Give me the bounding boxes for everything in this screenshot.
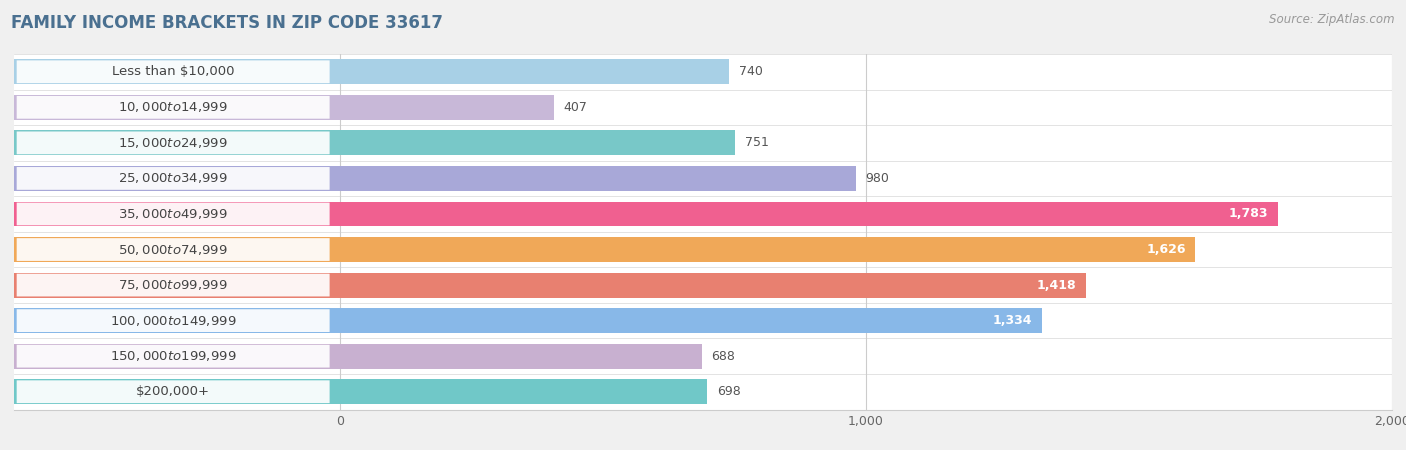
Text: $75,000 to $99,999: $75,000 to $99,999 — [118, 278, 228, 292]
Bar — [14, 54, 1392, 90]
FancyBboxPatch shape — [17, 167, 329, 190]
Bar — [14, 344, 340, 369]
Bar — [14, 374, 1392, 410]
Text: $35,000 to $49,999: $35,000 to $49,999 — [118, 207, 228, 221]
Text: $200,000+: $200,000+ — [136, 385, 209, 398]
Bar — [340, 202, 1278, 226]
Text: FAMILY INCOME BRACKETS IN ZIP CODE 33617: FAMILY INCOME BRACKETS IN ZIP CODE 33617 — [11, 14, 443, 32]
Text: 407: 407 — [564, 101, 588, 114]
Bar — [14, 308, 340, 333]
Bar — [340, 59, 730, 84]
Text: $150,000 to $199,999: $150,000 to $199,999 — [110, 349, 236, 363]
FancyBboxPatch shape — [17, 202, 329, 225]
Text: $15,000 to $24,999: $15,000 to $24,999 — [118, 136, 228, 150]
Text: 1,418: 1,418 — [1036, 279, 1077, 292]
Bar — [14, 303, 1392, 338]
FancyBboxPatch shape — [17, 60, 329, 83]
Text: Less than $10,000: Less than $10,000 — [112, 65, 235, 78]
Text: $100,000 to $149,999: $100,000 to $149,999 — [110, 314, 236, 328]
Bar — [14, 95, 340, 120]
Bar — [14, 273, 340, 297]
FancyBboxPatch shape — [17, 238, 329, 261]
Bar — [14, 59, 340, 84]
Bar — [14, 232, 1392, 267]
Bar — [14, 267, 1392, 303]
Bar — [14, 90, 1392, 125]
Bar — [14, 125, 1392, 161]
FancyBboxPatch shape — [17, 345, 329, 368]
Bar — [14, 237, 340, 262]
Bar — [14, 379, 340, 404]
Bar — [340, 130, 735, 155]
Text: $10,000 to $14,999: $10,000 to $14,999 — [118, 100, 228, 114]
Bar — [14, 130, 340, 155]
Bar — [14, 166, 340, 191]
Bar — [14, 338, 1392, 374]
Text: 980: 980 — [865, 172, 889, 185]
Bar — [340, 95, 554, 120]
Text: 1,783: 1,783 — [1229, 207, 1268, 220]
Bar — [340, 308, 1042, 333]
Text: $50,000 to $74,999: $50,000 to $74,999 — [118, 243, 228, 256]
Bar — [14, 202, 340, 226]
Bar — [340, 237, 1195, 262]
Bar — [340, 379, 707, 404]
Text: $25,000 to $34,999: $25,000 to $34,999 — [118, 171, 228, 185]
FancyBboxPatch shape — [17, 131, 329, 154]
Bar — [340, 344, 702, 369]
Text: 751: 751 — [745, 136, 769, 149]
Bar — [340, 273, 1085, 297]
FancyBboxPatch shape — [17, 96, 329, 119]
Text: 740: 740 — [738, 65, 762, 78]
Text: 698: 698 — [717, 385, 741, 398]
Bar — [14, 196, 1392, 232]
FancyBboxPatch shape — [17, 274, 329, 297]
Text: Source: ZipAtlas.com: Source: ZipAtlas.com — [1270, 14, 1395, 27]
Bar — [14, 161, 1392, 196]
Text: 1,334: 1,334 — [993, 314, 1032, 327]
FancyBboxPatch shape — [17, 309, 329, 332]
Text: 1,626: 1,626 — [1146, 243, 1185, 256]
FancyBboxPatch shape — [17, 380, 329, 403]
Text: 688: 688 — [711, 350, 735, 363]
Bar — [340, 166, 855, 191]
